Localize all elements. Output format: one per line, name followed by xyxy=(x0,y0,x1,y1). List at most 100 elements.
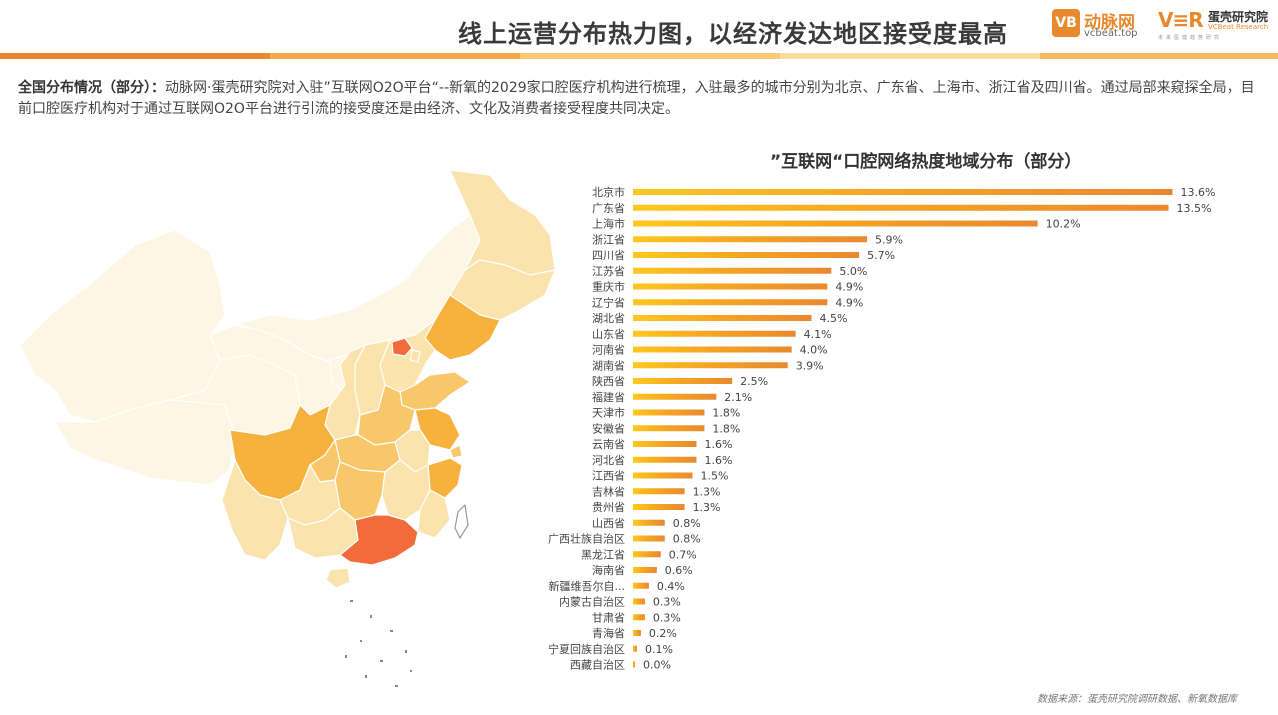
bar-category-label: 海南省 xyxy=(592,563,625,577)
bar-value-label: 1.6% xyxy=(704,438,732,451)
bar xyxy=(633,551,661,558)
bar-category-label: 安徽省 xyxy=(592,421,625,435)
vcbeat-logo-url: vcbeat.top xyxy=(1084,28,1138,39)
bar-value-label: 1.8% xyxy=(712,422,740,435)
bar-category-label: 福建省 xyxy=(592,390,625,404)
bar xyxy=(633,283,828,290)
bar-category-label: 江苏省 xyxy=(592,265,625,278)
header-strip-segment xyxy=(780,53,1040,59)
bar-value-label: 0.3% xyxy=(653,611,681,624)
bar-value-label: 0.1% xyxy=(645,643,673,656)
bar-category-label: 甘肃省 xyxy=(592,611,625,624)
bar xyxy=(633,645,637,652)
china-heat-map xyxy=(19,169,556,687)
bar-category-label: 湖北省 xyxy=(592,312,625,325)
vcbeat-logo-mark: VB xyxy=(1052,9,1080,37)
bar xyxy=(633,504,685,510)
bar-category-label: 河南省 xyxy=(592,344,625,357)
bar-value-label: 1.6% xyxy=(704,454,732,467)
bar-category-label: 内蒙古自治区 xyxy=(559,595,625,609)
bar-value-label: 4.5% xyxy=(820,312,848,325)
bar xyxy=(633,267,832,274)
bar xyxy=(633,425,705,432)
bar xyxy=(633,362,788,369)
header-color-strip xyxy=(0,53,1278,59)
bar-value-label: 4.9% xyxy=(835,296,863,309)
vcbeat-research-logo: V≡R 蛋壳研究院 VCBeat Research 未来医健趋势研究 xyxy=(1158,6,1276,41)
vcbeat-research-logo-en: VCBeat Research xyxy=(1208,23,1269,31)
bar-value-label: 10.2% xyxy=(1046,218,1081,231)
bar-category-label: 宁夏回族自治区 xyxy=(548,642,625,656)
bar-value-label: 4.9% xyxy=(835,281,863,294)
bar-value-label: 0.4% xyxy=(657,580,685,593)
bar xyxy=(633,488,685,495)
bar-value-label: 0.2% xyxy=(649,627,677,640)
bar xyxy=(633,236,868,243)
bar-value-label: 0.8% xyxy=(673,517,701,530)
bar-category-label: 江西省 xyxy=(592,470,625,483)
bar xyxy=(633,441,697,447)
bar-value-label: 4.0% xyxy=(800,344,828,357)
intro-label: 全国分布情况（部分）： xyxy=(18,80,165,96)
map-region-xizang xyxy=(54,391,236,486)
bar-value-label: 5.7% xyxy=(867,249,895,262)
map-region-hainan xyxy=(325,567,351,589)
bar-value-label: 2.5% xyxy=(740,375,768,388)
bar-value-label: 3.9% xyxy=(796,359,824,372)
bar xyxy=(633,661,635,668)
vcbeat-research-logo-mark: V≡R xyxy=(1158,8,1204,32)
vcbeat-research-logo-name: 蛋壳研究院 xyxy=(1208,10,1269,24)
bar-value-label: 1.5% xyxy=(701,470,729,483)
bar-value-label: 4.1% xyxy=(804,328,832,341)
bar-category-label: 山东省 xyxy=(592,328,625,341)
vcbeat-logo: VB 动脉网 vcbeat.top xyxy=(1052,8,1154,40)
bar-value-label: 1.8% xyxy=(712,407,740,420)
map-region-beijing xyxy=(391,337,413,357)
bar xyxy=(633,378,733,384)
bar-category-label: 广东省 xyxy=(592,202,625,215)
map-region-guangdong xyxy=(339,514,419,566)
bar xyxy=(633,519,665,526)
bar-value-label: 0.7% xyxy=(669,548,697,561)
bar-category-label: 浙江省 xyxy=(592,233,625,246)
bar xyxy=(633,315,812,321)
header-strip-segment xyxy=(1040,53,1278,59)
page-title: 线上运营分布热力图，以经济发达地区接受度最高 xyxy=(458,20,1008,48)
vcbeat-logo-name: 动脉网 xyxy=(1084,13,1135,33)
header: 线上运营分布热力图，以经济发达地区接受度最高 VB 动脉网 vcbeat.top… xyxy=(0,0,1278,60)
bar xyxy=(633,630,641,636)
map-region-yunnan xyxy=(221,459,289,561)
bar-value-label: 1.3% xyxy=(693,485,721,498)
map-region-shanghai xyxy=(449,444,463,459)
bar-chart: 北京市 13.6% 广东省 13.5% 上海市 10.2% 浙江省 5.9% 四川省 5.7% 江苏… xyxy=(548,185,1215,672)
bar-value-label: 0.8% xyxy=(673,533,701,546)
bar-category-label: 黑龙江省 xyxy=(581,548,625,561)
map-region-shaanxi xyxy=(324,344,366,441)
bar-category-label: 湖南省 xyxy=(592,359,625,372)
bar xyxy=(633,535,665,542)
chart-title: ”互联网“口腔网络热度地域分布（部分） xyxy=(770,152,1082,172)
bar-category-label: 吉林省 xyxy=(592,484,625,498)
bar-category-label: 北京市 xyxy=(592,185,625,199)
bar-category-label: 贵州省 xyxy=(592,501,625,514)
bar-value-label: 0.0% xyxy=(643,659,671,672)
bar xyxy=(633,252,860,258)
bar xyxy=(633,220,1038,227)
bar xyxy=(633,614,645,621)
bar-category-label: 河北省 xyxy=(592,454,625,467)
map-region-tianjin xyxy=(409,349,421,363)
intro-text: 动脉网·蛋壳研究院对入驻”互联网O2O平台“--新氧的2029家口腔医疗机构进行… xyxy=(18,80,1255,117)
bar xyxy=(633,189,1173,195)
bar-category-label: 辽宁省 xyxy=(592,295,625,309)
bar-category-label: 重庆市 xyxy=(592,280,625,294)
bar-value-label: 5.9% xyxy=(875,233,903,246)
header-strip-segment xyxy=(270,53,520,59)
bar-category-label: 青海省 xyxy=(592,626,625,640)
bar-value-label: 5.0% xyxy=(839,265,867,278)
map-region-taiwan xyxy=(454,504,469,539)
bar-value-label: 0.3% xyxy=(653,596,681,609)
header-strip-segment xyxy=(0,53,270,59)
bar-category-label: 上海市 xyxy=(592,217,625,231)
bar-value-label: 1.3% xyxy=(693,501,721,514)
bar-category-label: 天津市 xyxy=(592,406,625,420)
